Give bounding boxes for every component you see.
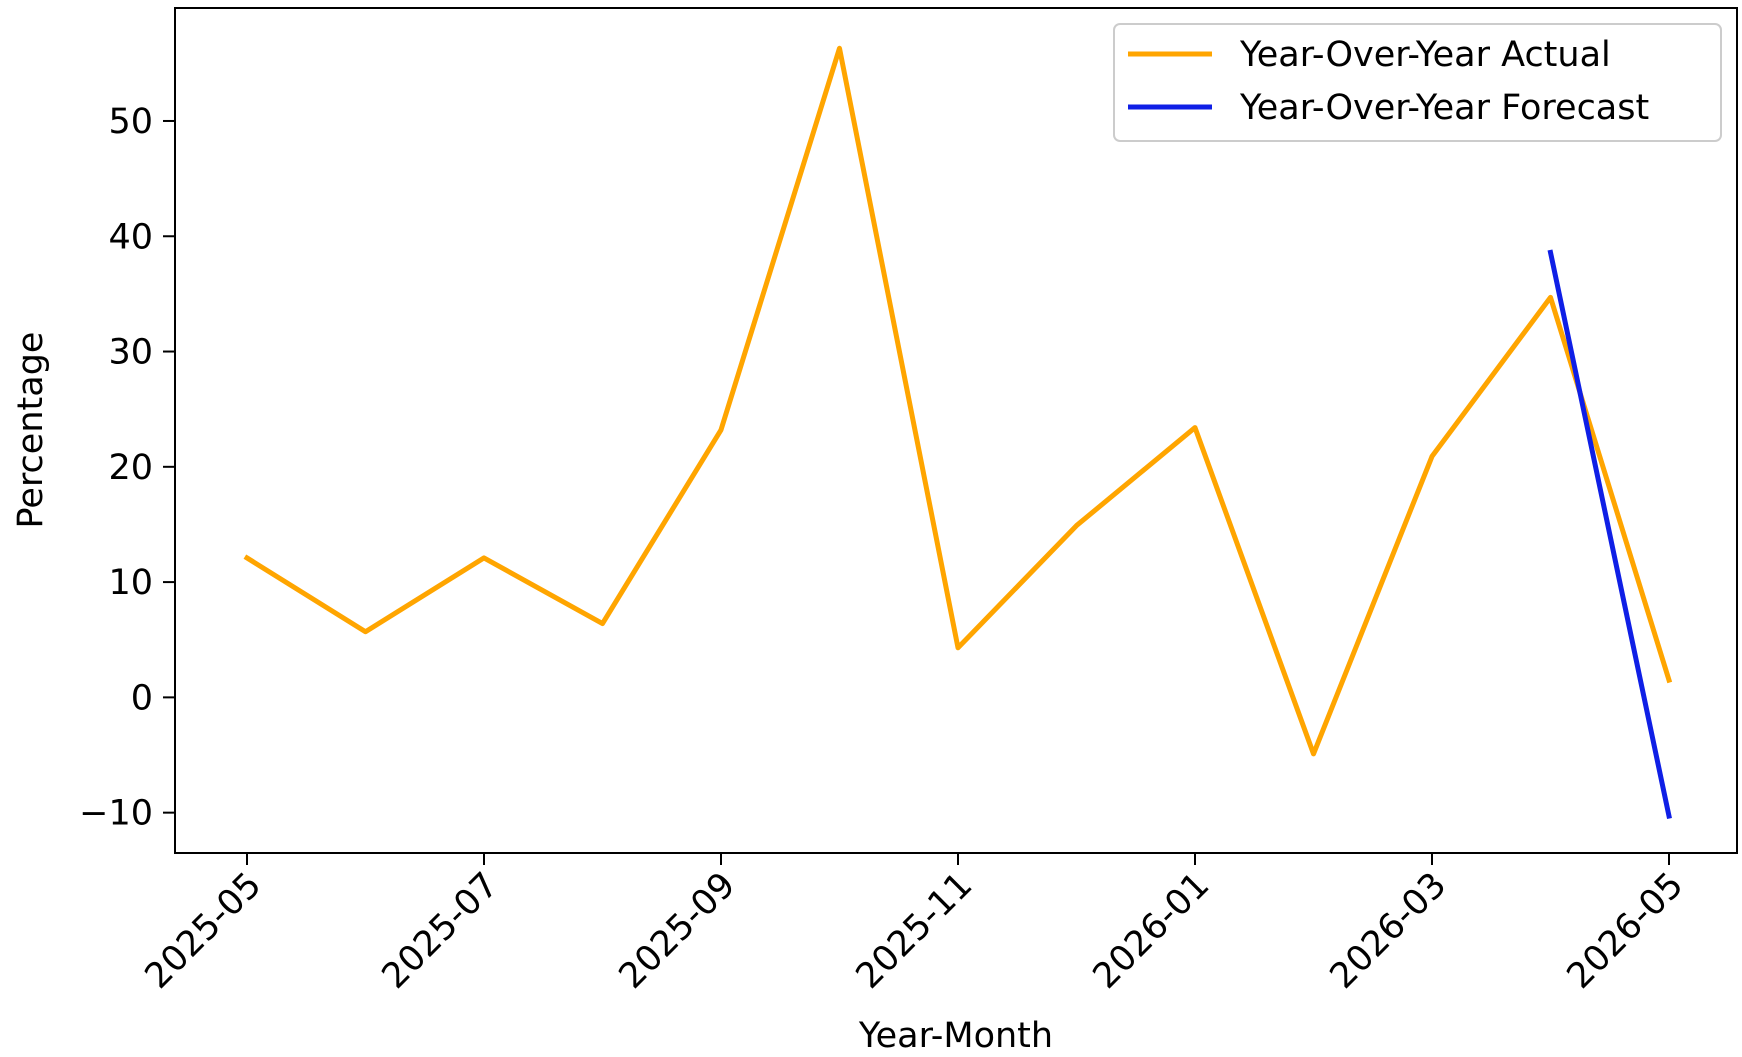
legend-label-1: Year-Over-Year Forecast (1239, 88, 1649, 128)
series-1-point-0 (1550, 251, 1551, 253)
y-tick-label-2: 10 (108, 563, 153, 603)
y-tick-label-1: 0 (131, 678, 153, 718)
series-0-point-9 (1313, 753, 1314, 755)
series-0-point-2 (483, 557, 485, 559)
y-tick-label-0: −10 (79, 794, 153, 834)
plot-frame (174, 7, 1738, 854)
series-layer (243, 45, 1673, 820)
y-tick-label-6: 50 (108, 102, 153, 142)
legend-box (1113, 23, 1722, 142)
series-0-point-6 (957, 647, 959, 649)
series-0-point-10 (1431, 455, 1433, 457)
y-axis: −10 0 10 20 30 40 50 (79, 102, 175, 834)
y-tick-label-5: 40 (108, 217, 153, 257)
series-0-point-4 (720, 429, 722, 431)
x-axis-label: Year-Month (858, 1016, 1053, 1056)
series-0-point-0 (246, 557, 248, 559)
series-0-point-5 (839, 47, 840, 49)
series-line-1 (1547, 249, 1672, 820)
y-axis-label: Percentage (11, 332, 51, 529)
legend-label-0: Year-Over-Year Actual (1239, 35, 1611, 75)
series-0-point-1 (365, 631, 366, 633)
legend: Year-Over-Year Actual Year-Over-Year Fore… (1113, 23, 1722, 142)
series-0-point-8 (1194, 427, 1196, 429)
series-0-point-3 (602, 623, 603, 625)
series-0-point-7 (1076, 525, 1077, 527)
y-tick-label-4: 30 (108, 333, 153, 373)
series-0-point-12 (1668, 679, 1670, 681)
series-0-point-11 (1550, 296, 1551, 298)
y-tick-label-3: 20 (108, 448, 153, 488)
series-1-point-1 (1668, 815, 1670, 817)
